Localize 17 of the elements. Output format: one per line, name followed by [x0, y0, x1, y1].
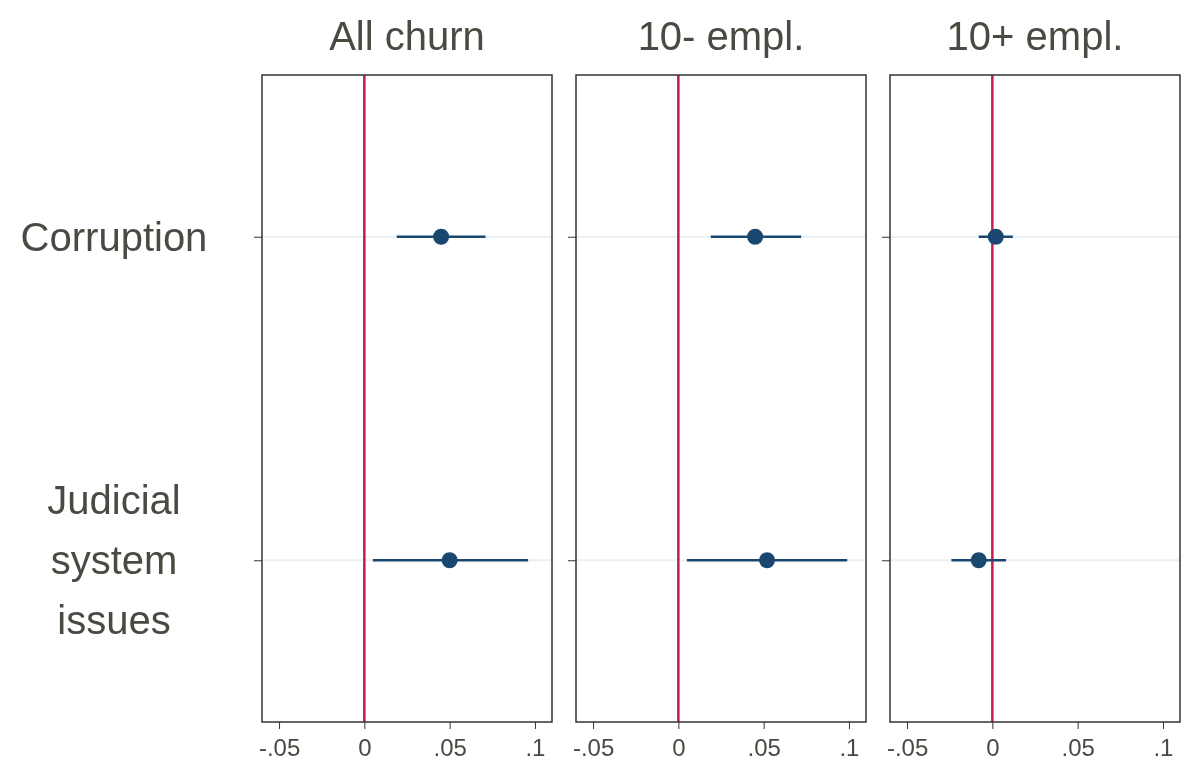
chart-title: 10+ empl.	[946, 14, 1124, 58]
x-tick-label: -.05	[886, 734, 929, 761]
x-tick-label: .05	[433, 734, 467, 761]
x-tick-label: -.05	[572, 734, 615, 761]
x-tick-label: 0	[986, 734, 1000, 761]
y-tick-label: Corruption	[20, 214, 208, 259]
x-tick-label: 0	[358, 734, 372, 761]
x-tick-label: .05	[1061, 734, 1095, 761]
chart-title: 10- empl.	[637, 14, 805, 58]
x-tick-label: .1	[839, 734, 860, 761]
x-tick-label: .1	[1153, 734, 1174, 761]
chart-title: All churn	[329, 14, 485, 58]
x-tick-label: .1	[525, 734, 546, 761]
y-tick-label: Judicial system issues	[47, 478, 181, 643]
x-tick-label: -.05	[258, 734, 301, 761]
x-tick-label: 0	[672, 734, 686, 761]
x-tick-label: .05	[747, 734, 781, 761]
